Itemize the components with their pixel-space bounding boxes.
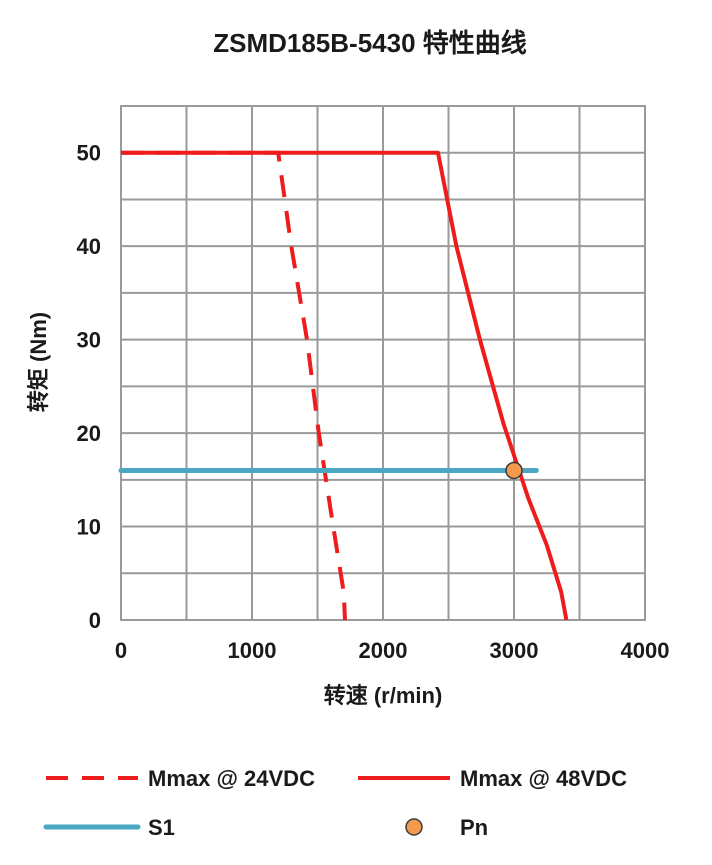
- y-tick-label: 50: [77, 141, 101, 166]
- legend-item-mmax-24vdc: Mmax @ 24VDC: [46, 766, 315, 791]
- x-tick-label: 2000: [359, 638, 408, 663]
- legend-label: Pn: [460, 815, 488, 840]
- legend-label: Mmax @ 48VDC: [460, 766, 627, 791]
- x-tick-label: 3000: [490, 638, 539, 663]
- x-tick-label: 1000: [228, 638, 277, 663]
- legend: Mmax @ 24VDC Mmax @ 48VDC S1 Pn: [43, 766, 627, 840]
- chart-title: ZSMD185B-5430 特性曲线: [213, 28, 527, 58]
- y-tick-label: 10: [77, 515, 101, 540]
- y-tick-label: 40: [77, 234, 101, 259]
- series-point-pn: [505, 461, 523, 480]
- legend-swatch: [405, 818, 423, 836]
- series-layer: [118, 150, 569, 621]
- x-tick-label: 0: [115, 638, 127, 663]
- series-line-mmax-24vdc: [121, 150, 347, 621]
- legend-label: S1: [148, 815, 175, 840]
- grid: [120, 105, 646, 621]
- series-line-mmax-48vdc: [121, 150, 569, 621]
- tick-labels: 0 1000 2000 3000 4000 0 10 20 30 40 50: [77, 141, 670, 663]
- legend-label: Mmax @ 24VDC: [148, 766, 315, 791]
- y-tick-label: 20: [77, 421, 101, 446]
- legend-item-pn: Pn: [405, 815, 488, 840]
- legend-item-mmax-48vdc: Mmax @ 48VDC: [358, 766, 627, 791]
- x-axis-label: 转速 (r/min): [324, 683, 443, 708]
- x-tick-label: 4000: [621, 638, 670, 663]
- y-axis-label: 转矩 (Nm): [26, 312, 51, 412]
- y-tick-label: 30: [77, 328, 101, 353]
- legend-item-s1: S1: [43, 815, 175, 840]
- y-tick-label: 0: [89, 608, 101, 633]
